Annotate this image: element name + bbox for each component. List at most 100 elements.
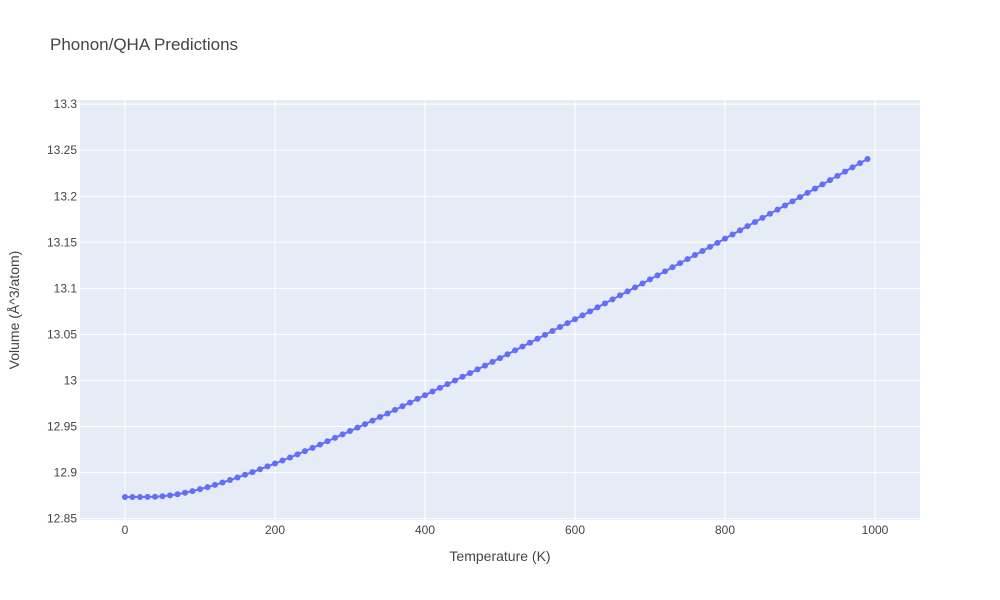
data-point[interactable]: [444, 381, 451, 388]
data-point[interactable]: [129, 493, 136, 500]
data-point[interactable]: [384, 410, 391, 417]
data-point[interactable]: [864, 155, 871, 162]
data-point[interactable]: [857, 160, 863, 167]
data-point[interactable]: [759, 214, 766, 221]
data-point[interactable]: [204, 484, 211, 491]
data-point[interactable]: [212, 481, 218, 488]
data-point[interactable]: [587, 308, 593, 315]
data-point[interactable]: [744, 223, 751, 230]
data-point[interactable]: [467, 370, 473, 377]
data-point[interactable]: [242, 471, 248, 478]
data-point[interactable]: [482, 362, 488, 369]
data-point[interactable]: [542, 331, 548, 338]
data-point[interactable]: [797, 194, 803, 201]
data-point[interactable]: [632, 284, 638, 291]
data-point[interactable]: [347, 428, 353, 435]
data-point[interactable]: [782, 202, 788, 209]
data-point[interactable]: [714, 239, 721, 246]
data-point[interactable]: [699, 247, 706, 254]
data-point[interactable]: [729, 231, 736, 238]
data-point[interactable]: [527, 339, 533, 346]
data-point[interactable]: [804, 189, 811, 196]
data-point[interactable]: [392, 406, 398, 413]
data-point[interactable]: [144, 493, 151, 500]
data-point[interactable]: [549, 328, 556, 334]
data-point[interactable]: [167, 492, 173, 499]
data-point[interactable]: [579, 312, 586, 319]
data-point[interactable]: [182, 489, 188, 496]
data-point[interactable]: [422, 392, 428, 399]
data-point[interactable]: [234, 474, 241, 481]
data-point[interactable]: [429, 388, 436, 395]
data-point[interactable]: [287, 454, 293, 461]
data-point[interactable]: [692, 252, 698, 259]
data-point[interactable]: [264, 463, 271, 470]
data-point[interactable]: [414, 395, 421, 402]
data-point[interactable]: [594, 304, 601, 311]
data-point[interactable]: [354, 424, 361, 431]
data-point[interactable]: [399, 403, 406, 410]
data-point[interactable]: [662, 268, 668, 275]
data-point[interactable]: [459, 373, 466, 380]
data-point[interactable]: [272, 460, 278, 467]
data-point[interactable]: [294, 451, 301, 458]
data-point[interactable]: [489, 358, 496, 365]
data-point[interactable]: [504, 351, 511, 358]
data-point[interactable]: [789, 198, 796, 205]
data-point[interactable]: [564, 320, 571, 327]
data-point[interactable]: [369, 417, 376, 424]
data-point[interactable]: [707, 243, 713, 250]
data-point[interactable]: [812, 185, 818, 192]
data-point[interactable]: [174, 491, 181, 498]
data-point[interactable]: [332, 434, 338, 441]
data-point[interactable]: [122, 493, 128, 500]
data-point[interactable]: [362, 421, 368, 428]
data-point[interactable]: [834, 172, 841, 179]
data-point[interactable]: [407, 399, 413, 406]
data-point[interactable]: [624, 288, 631, 295]
data-point[interactable]: [819, 181, 826, 188]
data-point[interactable]: [647, 276, 653, 283]
data-point[interactable]: [669, 264, 676, 271]
data-point[interactable]: [339, 431, 346, 438]
data-point[interactable]: [309, 444, 316, 451]
data-point[interactable]: [324, 438, 331, 445]
data-point[interactable]: [519, 343, 526, 350]
data-point[interactable]: [279, 457, 286, 464]
data-point[interactable]: [654, 272, 661, 279]
data-point[interactable]: [137, 493, 143, 500]
data-point[interactable]: [452, 377, 458, 384]
data-point[interactable]: [437, 384, 443, 391]
data-point[interactable]: [752, 219, 758, 226]
data-point[interactable]: [684, 256, 691, 263]
data-point[interactable]: [572, 316, 578, 323]
data-point[interactable]: [257, 466, 263, 473]
data-point[interactable]: [152, 493, 158, 500]
data-point[interactable]: [827, 177, 833, 184]
data-point[interactable]: [617, 292, 623, 299]
data-point[interactable]: [227, 477, 233, 484]
data-point[interactable]: [609, 296, 616, 303]
data-point[interactable]: [189, 488, 196, 495]
data-point[interactable]: [317, 441, 323, 448]
data-point[interactable]: [767, 210, 773, 217]
data-point[interactable]: [302, 448, 308, 455]
data-point[interactable]: [737, 227, 743, 234]
data-point[interactable]: [722, 235, 728, 242]
data-point[interactable]: [497, 355, 503, 362]
data-point[interactable]: [197, 486, 203, 493]
data-point[interactable]: [602, 300, 608, 307]
data-point[interactable]: [534, 335, 541, 342]
data-point[interactable]: [849, 164, 856, 171]
data-point[interactable]: [639, 280, 646, 287]
data-point[interactable]: [774, 206, 781, 213]
data-point[interactable]: [842, 168, 848, 175]
data-point[interactable]: [512, 347, 518, 354]
data-point[interactable]: [377, 414, 383, 421]
data-point[interactable]: [474, 366, 481, 373]
data-point[interactable]: [219, 479, 226, 486]
data-point[interactable]: [557, 324, 563, 331]
data-point[interactable]: [249, 469, 256, 476]
data-point[interactable]: [677, 260, 683, 267]
data-point[interactable]: [159, 493, 166, 500]
